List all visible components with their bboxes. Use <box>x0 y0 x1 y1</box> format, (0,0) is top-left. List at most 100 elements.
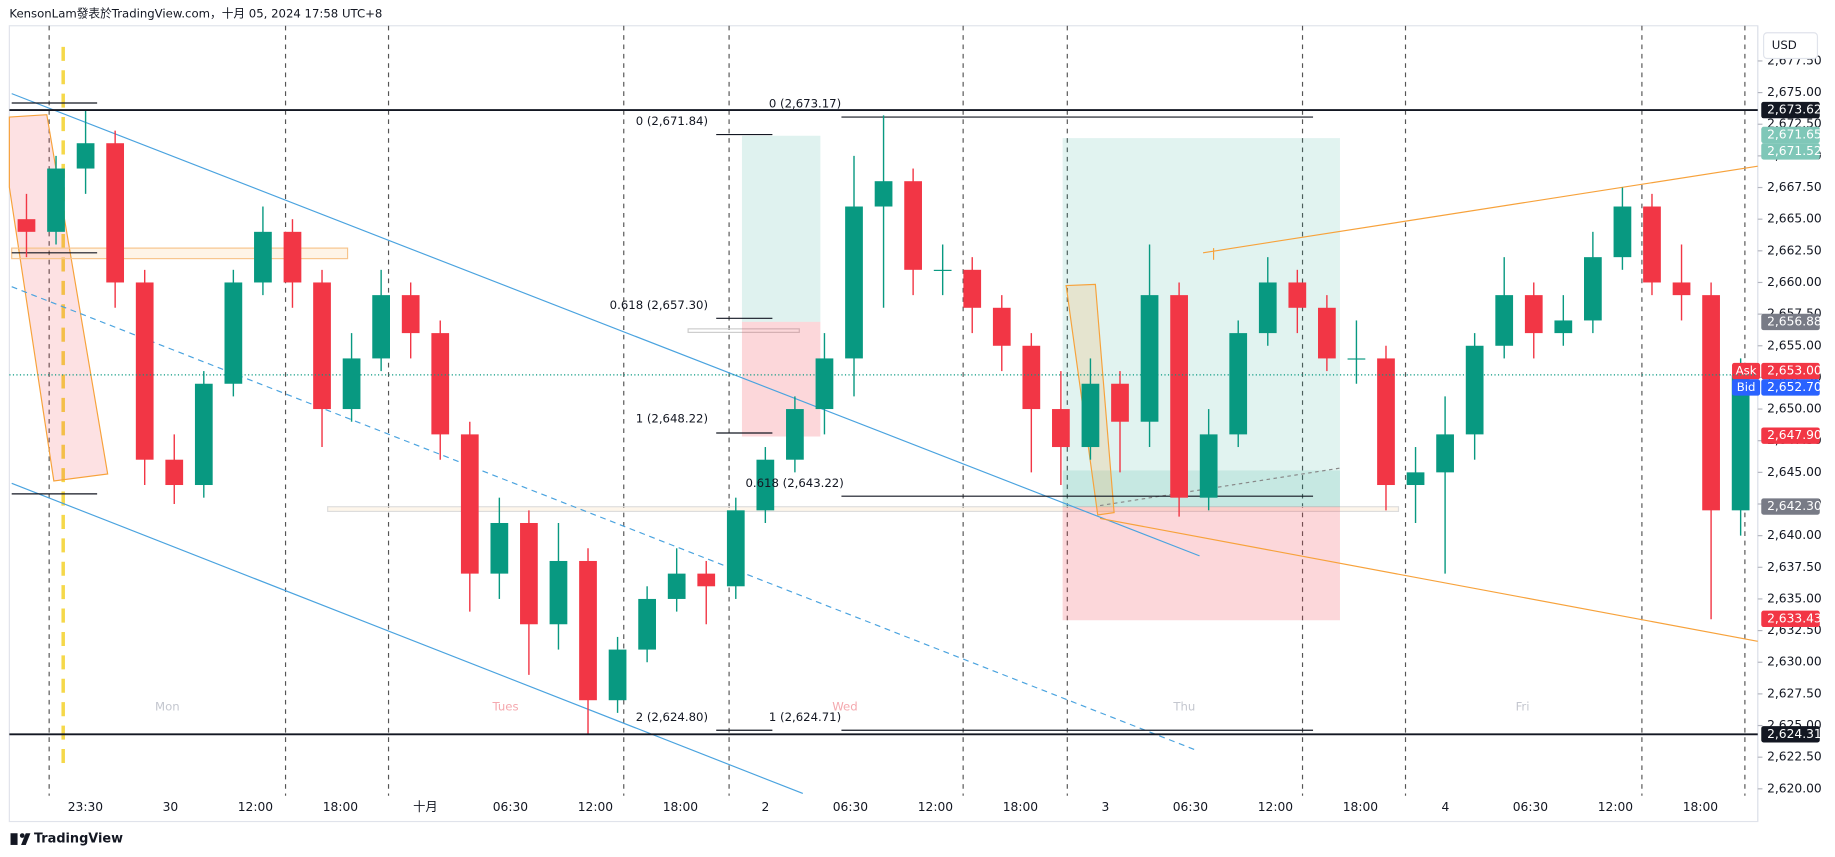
candle-body <box>135 282 154 460</box>
candle-body <box>874 181 893 207</box>
candle-body <box>431 333 450 435</box>
x-tick-label: 06:30 <box>1173 800 1208 814</box>
candle-body <box>1584 257 1602 321</box>
logo <box>19 833 25 838</box>
y-tick-label: 2,662.50 <box>1767 243 1822 257</box>
loss-zone <box>1062 506 1340 621</box>
fib-label: 0.618 (2,657.30) <box>610 298 708 312</box>
price-tag-side <box>1732 379 1761 396</box>
candle-body <box>1672 282 1691 296</box>
fib-label: 1 (2,648.22) <box>636 411 708 425</box>
x-tick-label: 12:00 <box>918 800 953 814</box>
loss-zone <box>741 321 821 437</box>
candle-body <box>992 307 1011 346</box>
fib-label: 0.618 (2,643.22) <box>745 476 843 490</box>
price-tag-label: 2,653.00 <box>1767 364 1822 378</box>
x-tick-label: 06:30 <box>493 800 528 814</box>
footer: TradingView <box>34 832 123 847</box>
candle-body <box>1465 345 1484 435</box>
candle-body <box>697 573 716 587</box>
candle-body <box>165 459 184 486</box>
candle-body <box>283 231 302 283</box>
x-tick-label: 23:30 <box>68 800 103 814</box>
x-tick-label: 十月 <box>413 800 438 814</box>
fib-label: 0 (2,671.84) <box>636 114 708 128</box>
candle-body <box>1081 383 1100 448</box>
candle-body <box>1613 206 1632 258</box>
x-tick-label: 3 <box>1102 800 1110 814</box>
x-tick-label: 06:30 <box>833 800 868 814</box>
price-tag-label: 2,671.52 <box>1767 144 1822 158</box>
x-tick-label: 12:00 <box>1598 800 1633 814</box>
candle-body <box>667 573 686 599</box>
day-label: Mon <box>155 699 180 713</box>
y-tick-label: 2,675.00 <box>1767 85 1822 99</box>
price-tag-side <box>1732 362 1761 380</box>
candle-body <box>845 206 863 359</box>
candle-body <box>1170 295 1188 498</box>
candle-body <box>756 459 775 511</box>
price-tag-label: 2,633.43 <box>1767 611 1822 625</box>
candle-body <box>1406 472 1425 486</box>
candle-body <box>786 409 804 460</box>
price-tag-name: Bid <box>1737 380 1756 394</box>
currency-button[interactable] <box>1763 32 1819 60</box>
candle-body <box>490 522 509 574</box>
logo <box>10 833 18 845</box>
price-tag <box>1761 126 1820 144</box>
candle-body <box>933 269 952 271</box>
candle-body <box>1377 358 1395 486</box>
candle-body <box>47 168 65 232</box>
candle-body <box>1258 282 1277 334</box>
trend-line <box>1202 165 1758 254</box>
price-tag <box>1761 362 1820 380</box>
x-tick-label: 12:00 <box>238 800 273 814</box>
candle-body <box>1111 383 1129 422</box>
price-tag-label: 2,652.70 <box>1767 380 1822 394</box>
price-tag-name: Ask <box>1736 364 1757 378</box>
candle-body <box>815 358 834 410</box>
drawings <box>8 93 1758 794</box>
x-tick-label: 30 <box>163 800 179 814</box>
price-tag <box>1761 379 1820 396</box>
trend-line <box>11 93 1200 557</box>
x-tick-label: 12:00 <box>1258 800 1293 814</box>
x-tick-label: 2 <box>762 800 770 814</box>
price-tag-label: 2,673.62 <box>1767 103 1822 117</box>
fib-levels <box>11 102 1314 731</box>
price-tag <box>1761 313 1820 331</box>
logo <box>21 833 31 845</box>
session-separators <box>48 25 1746 796</box>
candle-body <box>1495 295 1514 346</box>
day-label: Thu <box>1172 699 1195 713</box>
y-tick-label: 2,620.00 <box>1767 781 1822 795</box>
day-label: Tues <box>492 699 519 713</box>
candle-body <box>106 143 125 283</box>
candle-body <box>1702 295 1720 511</box>
candle-body <box>401 295 420 334</box>
pattern-box <box>8 114 109 482</box>
trend-line <box>1099 517 1758 642</box>
candle-body <box>254 231 272 283</box>
zone <box>687 328 800 333</box>
fib-label: 1 (2,624.71) <box>769 710 841 724</box>
candle-body <box>342 358 361 410</box>
candle-body <box>372 295 391 359</box>
x-tick-label: 18:00 <box>323 800 358 814</box>
candle-body <box>726 510 745 587</box>
candle-body <box>1288 282 1307 308</box>
currency[interactable]: USD <box>1772 38 1797 52</box>
price-tag <box>1761 610 1820 628</box>
candle-body <box>904 181 922 270</box>
candle-body <box>549 560 568 625</box>
candle-body <box>460 434 479 574</box>
y-tick-label: 2,667.50 <box>1767 180 1822 194</box>
y-tick-label: 2,630.00 <box>1767 655 1822 669</box>
trend-line <box>1099 467 1341 507</box>
candle-body <box>194 383 213 486</box>
price-tag-label: 2,642.30 <box>1767 499 1822 513</box>
trend-line <box>11 286 1197 751</box>
price-tag-label: 2,624.31 <box>1767 727 1822 741</box>
day-label: Wed <box>832 699 857 713</box>
